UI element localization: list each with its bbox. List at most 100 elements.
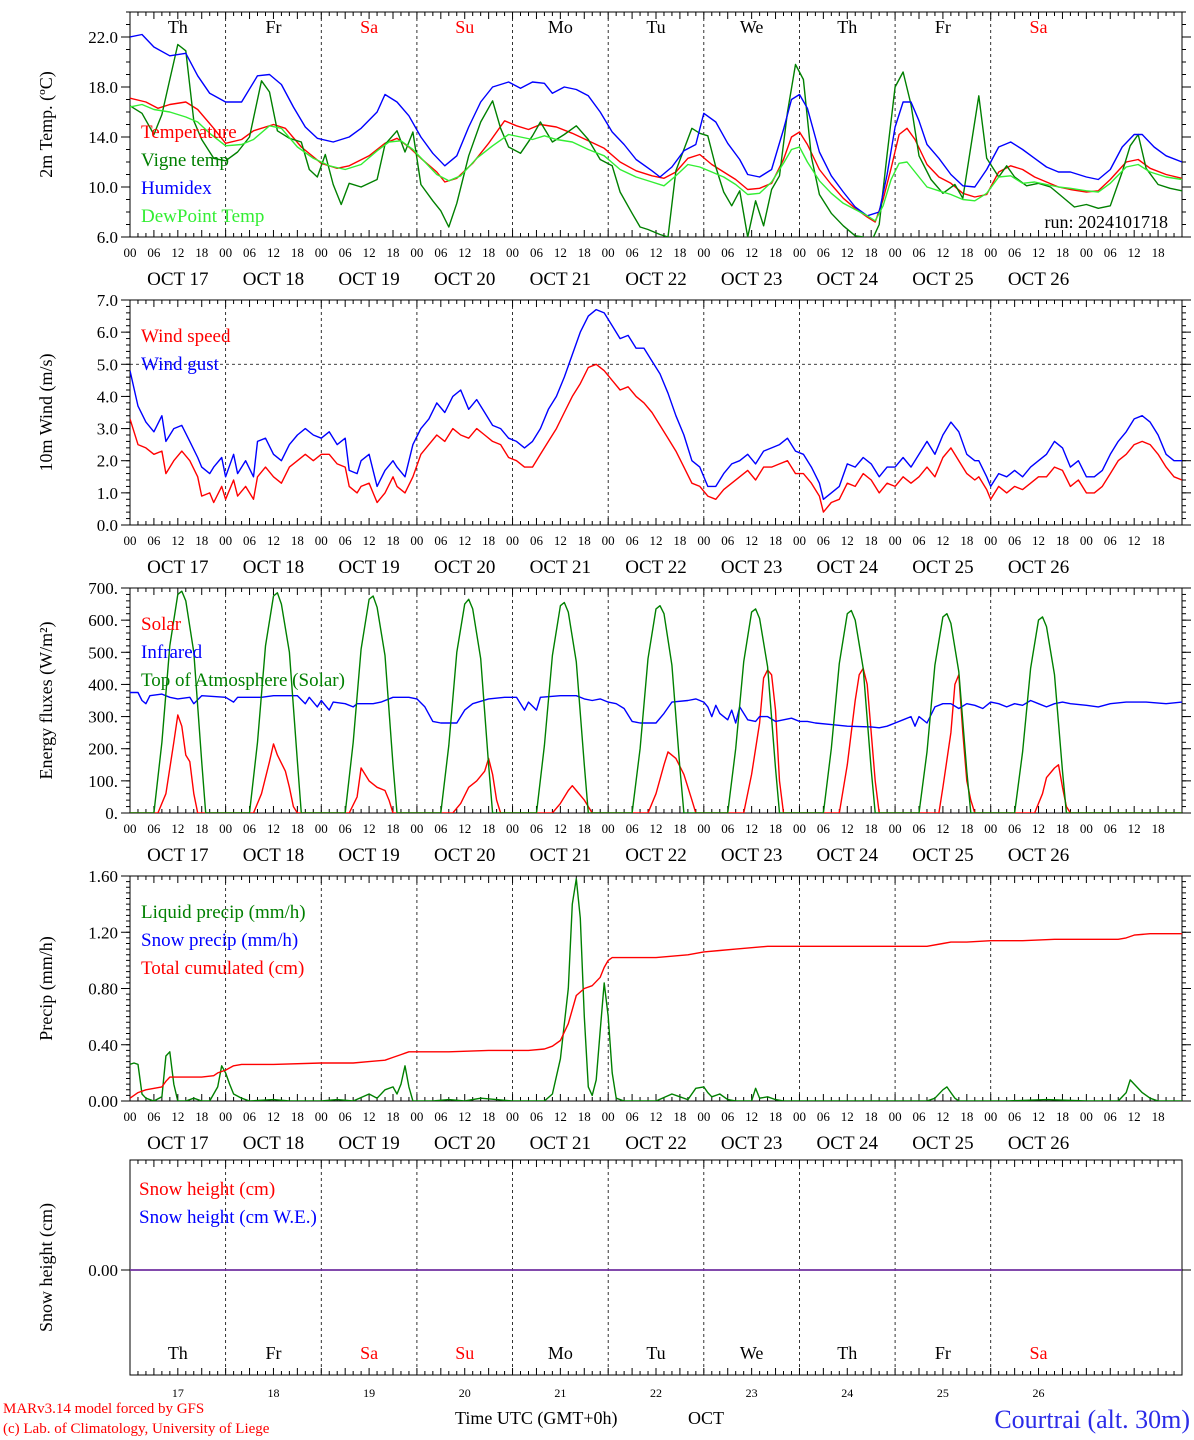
y-tick-label: 500. xyxy=(88,643,118,662)
hour-tick-label: 06 xyxy=(147,245,161,260)
hour-tick-label: 18 xyxy=(1152,245,1165,260)
day-number-label: 23 xyxy=(746,1386,758,1400)
hour-tick-label: 00 xyxy=(410,821,423,836)
hour-tick-label: 06 xyxy=(721,1109,735,1124)
hour-tick-label: 12 xyxy=(267,245,280,260)
panel-energy: 0. 100. 200. 300. 400. 500. 600. 700. Energy flu… xyxy=(36,579,1191,866)
hour-tick-label: 12 xyxy=(363,821,376,836)
hour-tick-label: 12 xyxy=(171,533,184,548)
date-label: OCT 18 xyxy=(243,845,304,866)
hour-tick-label: 00 xyxy=(984,245,997,260)
legend-entry: Liquid precip (mm/h) xyxy=(141,902,306,923)
hour-tick-label: 06 xyxy=(147,821,161,836)
hour-tick-label: 18 xyxy=(578,533,591,548)
series-line-top-of-atmosphere-solar- xyxy=(130,590,1182,813)
date-label: OCT 26 xyxy=(1008,1133,1069,1154)
date-label: OCT 18 xyxy=(243,557,304,578)
hour-tick-label: 18 xyxy=(1152,821,1165,836)
date-label: OCT 21 xyxy=(530,1133,591,1154)
hour-tick-label: 00 xyxy=(1080,245,1093,260)
hour-tick-label: 00 xyxy=(889,1109,902,1124)
hour-tick-label: 00 xyxy=(1080,533,1093,548)
hour-tick-label: 00 xyxy=(984,821,997,836)
hour-tick-label: 06 xyxy=(1008,821,1022,836)
series-line-dewpoint-temp xyxy=(130,103,1182,222)
date-label: OCT 17 xyxy=(147,557,208,578)
hour-tick-label: 18 xyxy=(769,533,782,548)
day-abbr-label: Fr xyxy=(265,1343,281,1363)
y-tick-label: 5.0 xyxy=(97,355,118,374)
date-label: OCT 22 xyxy=(625,557,686,578)
hour-tick-label: 18 xyxy=(482,245,495,260)
y-tick-label: 0.80 xyxy=(88,980,118,999)
hour-tick-label: 18 xyxy=(673,821,686,836)
hour-tick-label: 18 xyxy=(865,821,878,836)
day-abbr-label: Th xyxy=(168,1343,188,1363)
hour-tick-label: 18 xyxy=(291,821,304,836)
hour-tick-label: 06 xyxy=(817,821,831,836)
hour-tick-label: 06 xyxy=(243,1109,257,1124)
hour-tick-label: 06 xyxy=(434,821,448,836)
hour-tick-label: 00 xyxy=(219,533,232,548)
hour-tick-label: 12 xyxy=(745,1109,758,1124)
model-credit: MARv3.14 model forced by GFS xyxy=(3,1401,204,1417)
station-label: Courtrai (alt. 30m) xyxy=(994,1405,1190,1434)
hour-tick-label: 06 xyxy=(721,821,735,836)
day-abbr-label: Sa xyxy=(1030,17,1048,37)
hour-tick-label: 12 xyxy=(841,821,854,836)
hour-tick-label: 00 xyxy=(410,1109,423,1124)
y-tick-label: 7.0 xyxy=(97,291,118,310)
day-abbr-label: Th xyxy=(837,17,857,37)
hour-tick-label: 12 xyxy=(458,821,471,836)
date-label: OCT 23 xyxy=(721,845,782,866)
legend-entry: Solar xyxy=(141,614,182,635)
series-line-liquid-precip-mm-h- xyxy=(130,878,1182,1101)
date-label: OCT 25 xyxy=(912,557,973,578)
lab-credit: (c) Lab. of Climatology, University of L… xyxy=(3,1421,270,1437)
hour-tick-label: 18 xyxy=(960,245,973,260)
hour-tick-label: 12 xyxy=(650,821,663,836)
series-line-solar xyxy=(130,667,1182,813)
y-tick-label: 0.00 xyxy=(88,1092,118,1111)
legend-entry: Wind speed xyxy=(141,326,231,347)
hour-tick-label: 06 xyxy=(530,1109,544,1124)
date-label: OCT 19 xyxy=(338,1133,399,1154)
y-tick-label: 18.0 xyxy=(88,78,118,97)
day-abbr-label: Tu xyxy=(646,1343,665,1363)
hour-tick-label: 18 xyxy=(673,1109,686,1124)
hour-tick-label: 06 xyxy=(913,245,927,260)
hour-tick-label: 06 xyxy=(339,533,353,548)
hour-tick-label: 18 xyxy=(960,821,973,836)
y-tick-label: 22.0 xyxy=(88,28,118,47)
hour-tick-label: 00 xyxy=(889,533,902,548)
series-line-infrared xyxy=(130,691,1182,729)
legend-entry: Wind gust xyxy=(141,354,220,375)
date-label: OCT 17 xyxy=(147,269,208,290)
date-label: OCT 20 xyxy=(434,269,495,290)
date-label: OCT 23 xyxy=(721,557,782,578)
hour-tick-label: 18 xyxy=(291,533,304,548)
hour-tick-label: 18 xyxy=(673,245,686,260)
hour-tick-label: 18 xyxy=(865,245,878,260)
day-number-label: 18 xyxy=(267,1386,279,1400)
day-number-label: 21 xyxy=(554,1386,566,1400)
hour-tick-label: 00 xyxy=(315,821,328,836)
day-abbr-label: Su xyxy=(455,17,474,37)
hour-tick-label: 00 xyxy=(602,1109,615,1124)
date-label: OCT 21 xyxy=(530,557,591,578)
panel-frame xyxy=(129,299,1183,526)
hour-tick-label: 06 xyxy=(1104,1109,1118,1124)
hour-tick-label: 12 xyxy=(267,821,280,836)
y-axis-title: Energy fluxes (W/m²) xyxy=(36,621,57,779)
hour-tick-label: 00 xyxy=(124,533,137,548)
month-label: OCT xyxy=(688,1408,724,1428)
hour-tick-label: 18 xyxy=(769,821,782,836)
legend-entry: Humidex xyxy=(141,178,212,199)
date-label: OCT 21 xyxy=(530,845,591,866)
hour-tick-label: 00 xyxy=(506,1109,519,1124)
hour-tick-label: 06 xyxy=(913,821,927,836)
y-tick-label: 0.40 xyxy=(88,1036,118,1055)
date-label: OCT 22 xyxy=(625,269,686,290)
panel-frame xyxy=(129,11,1183,238)
hour-tick-label: 18 xyxy=(960,1109,973,1124)
